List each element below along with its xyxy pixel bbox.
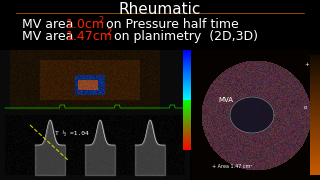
Text: MVA: MVA: [218, 97, 233, 103]
Text: 1.0cm: 1.0cm: [66, 18, 105, 31]
Text: on planimetry  (2D,3D): on planimetry (2D,3D): [110, 30, 258, 43]
Text: 2: 2: [98, 16, 103, 25]
Text: o: o: [304, 105, 308, 110]
Text: on Pressure half time: on Pressure half time: [102, 18, 239, 31]
Text: + Area 1.47 cm²: + Area 1.47 cm²: [212, 164, 252, 169]
Bar: [192, 50, 320, 180]
Text: MV area: MV area: [22, 18, 77, 31]
Polygon shape: [230, 97, 274, 133]
Text: T ½ =1.04: T ½ =1.04: [55, 131, 89, 136]
Text: 2: 2: [106, 28, 111, 37]
Text: MV area: MV area: [22, 30, 77, 43]
Text: +: +: [304, 62, 309, 67]
Text: 1.47cm: 1.47cm: [66, 30, 113, 43]
Text: Rheumatic: Rheumatic: [119, 2, 201, 17]
